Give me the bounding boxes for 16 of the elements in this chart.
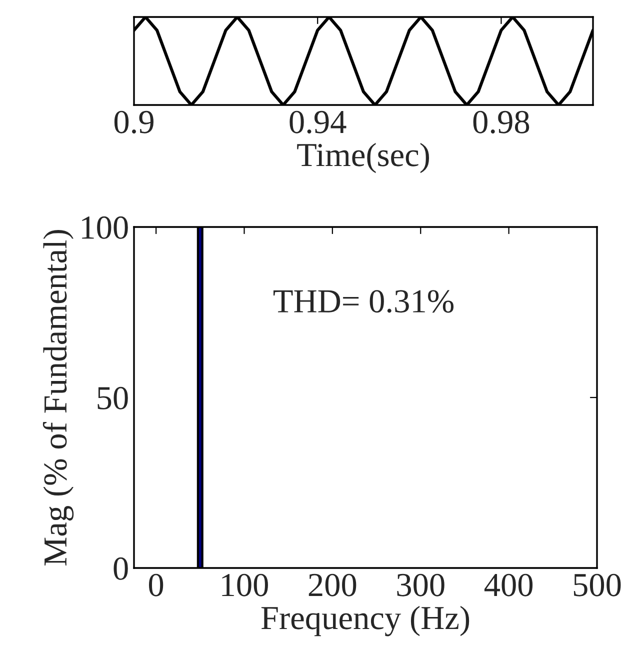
y-tick-label: 0 [114, 557, 128, 580]
x-tick-label: 400 [484, 574, 533, 596]
x-axis-title: Time(sec) [297, 142, 430, 174]
x-tick-label: 500 [574, 574, 621, 596]
x-axis-title: Frequency (Hz) [261, 606, 470, 636]
x-tick-label: 100 [222, 574, 268, 596]
x-tick-label: 0.94 [290, 110, 346, 134]
x-tick-label: 0 [148, 574, 164, 596]
x-tick-label: 0.98 [473, 110, 530, 134]
y-tick-label: 100 [82, 216, 128, 239]
y-tick-label: 50 [98, 386, 128, 410]
annotation: THD= 0.31% [274, 290, 454, 313]
y-axis-title: Mag (% of Fundamental) [42, 230, 74, 566]
x-tick-label: 300 [397, 574, 444, 596]
x-tick-label: 200 [308, 574, 356, 596]
x-tick-label: 0.9 [114, 110, 154, 134]
